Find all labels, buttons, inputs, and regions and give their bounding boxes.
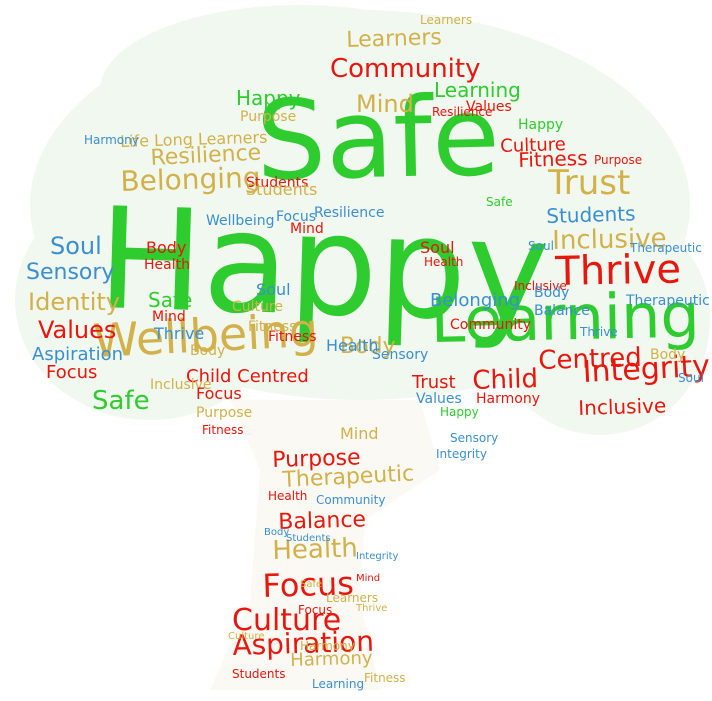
- word-focus-trunk-small: Focus: [298, 603, 333, 617]
- word-fitness-lower: Fitness: [202, 423, 244, 437]
- word-learning-top: Learning: [434, 78, 521, 102]
- word-thrive-trunk: Thrive: [356, 603, 388, 614]
- word-thrive-right: Thrive: [580, 325, 618, 339]
- word-inclusive-upper: Inclusive: [514, 279, 567, 293]
- word-fitness-bottom: Fitness: [364, 671, 406, 685]
- word-sensory-center: Sensory: [372, 347, 429, 363]
- word-mind-lower: Mind: [340, 424, 379, 443]
- word-focus-lower: Focus: [196, 384, 242, 403]
- word-body-right: Body: [650, 347, 686, 363]
- tree-trunk: [210, 400, 440, 690]
- word-happy-center: Happy: [440, 405, 479, 419]
- word-body-left: Body: [340, 334, 396, 359]
- word-learners-top: Learners: [345, 25, 443, 53]
- word-inclusive-left: Inclusive: [150, 377, 212, 393]
- word-balance-trunk: Balance: [277, 507, 367, 535]
- word-community-lower: Community: [316, 493, 386, 507]
- word-harmony-trunk-small: Harmony: [300, 639, 355, 653]
- word-community: Community: [330, 54, 481, 84]
- word-integrity-lower: Integrity: [436, 447, 487, 461]
- word-therapeutic-right: Therapeutic: [626, 293, 710, 309]
- word-safe-trunk: Safe: [300, 579, 323, 590]
- word-resilience-mid: Resilience: [314, 205, 385, 221]
- word-learners-trunk: Learners: [326, 591, 379, 605]
- word-harmony-center: Harmony: [476, 391, 540, 407]
- word-health-mid: Health: [144, 257, 190, 273]
- word-centred: Centred: [537, 342, 643, 376]
- word-students: Students: [545, 201, 636, 228]
- word-culture-trunk-small: Culture: [228, 631, 265, 642]
- word-mind-left: Mind: [152, 309, 186, 325]
- word-purpose-top: Purpose: [240, 109, 297, 125]
- word-body-trunk: Body: [264, 527, 290, 538]
- word-culture-trunk: Culture: [232, 603, 342, 638]
- word-safe-right: Safe: [486, 195, 513, 209]
- word-body-center: Body: [190, 343, 226, 359]
- word-soul-mid: Soul: [420, 238, 455, 257]
- word-identity: Identity: [28, 288, 120, 316]
- word-focus-left: Focus: [46, 362, 98, 383]
- word-resilience-upper: Resilience: [432, 105, 493, 119]
- word-child: Child: [471, 364, 539, 396]
- word-soul-left: Soul: [50, 232, 102, 260]
- word-soul-upper: Soul: [528, 239, 554, 253]
- word-harmony-upper: Harmony: [84, 133, 139, 147]
- word-aspiration-left: Aspiration: [32, 344, 124, 365]
- word-purpose-trunk: Purpose: [271, 445, 361, 473]
- word-sensory-lower: Sensory: [450, 431, 499, 445]
- word-child-centred-small: Child Centred: [186, 366, 309, 387]
- word-integrity-trunk: Integrity: [356, 551, 399, 562]
- word-wellbeing-mid: Wellbeing: [206, 213, 275, 229]
- word-values-center: Values: [416, 391, 462, 407]
- tree-canopy: [15, 5, 710, 435]
- word-thrive-large: Thrive: [554, 246, 682, 295]
- word-mind-upper: Mind: [356, 90, 414, 118]
- word-focus-mid: Focus: [276, 209, 316, 225]
- word-balance-right: Balance: [534, 303, 590, 319]
- word-body-mid: Body: [146, 238, 187, 257]
- word-health-right: Health: [424, 255, 464, 269]
- word-purpose-lower: Purpose: [196, 405, 253, 421]
- word-health-lower: Health: [268, 489, 308, 503]
- word-learners-upper: Learners: [420, 13, 473, 27]
- word-life-long-learners: Life Long Learners: [119, 127, 268, 151]
- word-mind-mid: Mind: [290, 221, 324, 237]
- word-soul-center: Soul: [256, 280, 291, 299]
- word-health-center: Health: [326, 336, 379, 355]
- word-fitness-mid: Fitness: [268, 329, 317, 345]
- word-community-center: Community: [450, 317, 532, 333]
- word-values-left: Values: [38, 316, 117, 344]
- word-fitness-center: Fitness: [248, 319, 297, 335]
- word-happy-right: Happy: [518, 117, 564, 133]
- word-happy-top: Happy: [236, 86, 301, 110]
- word-safe-lower: Safe: [92, 386, 150, 416]
- word-culture-upper: Culture: [499, 134, 567, 157]
- word-thrive-mid: Thrive: [154, 324, 205, 343]
- word-students-center: Students: [246, 180, 318, 199]
- word-body-upper: Body: [534, 285, 570, 301]
- word-trust-center: Trust: [412, 372, 456, 393]
- word-belonging-center: Belonging: [430, 290, 521, 311]
- word-students-bottom: Students: [232, 667, 286, 681]
- word-students-trunk: Students: [286, 533, 331, 544]
- word-learning-trunk: Learning: [312, 677, 365, 691]
- word-culture-center: Culture: [232, 299, 283, 315]
- word-soul-right: Soul: [678, 371, 704, 385]
- word-students-left: Students: [246, 175, 309, 191]
- word-purpose-right: Purpose: [594, 153, 643, 167]
- word-safe-left: Safe: [148, 288, 193, 312]
- word-sensory: Sensory: [26, 260, 115, 285]
- word-trust: Trust: [548, 163, 631, 203]
- word-values-top: Values: [466, 99, 512, 115]
- word-therapeutic-upper: Therapeutic: [630, 241, 702, 255]
- word-mind-trunk: Mind: [356, 573, 381, 584]
- word-inclusive-right: Inclusive: [577, 393, 667, 420]
